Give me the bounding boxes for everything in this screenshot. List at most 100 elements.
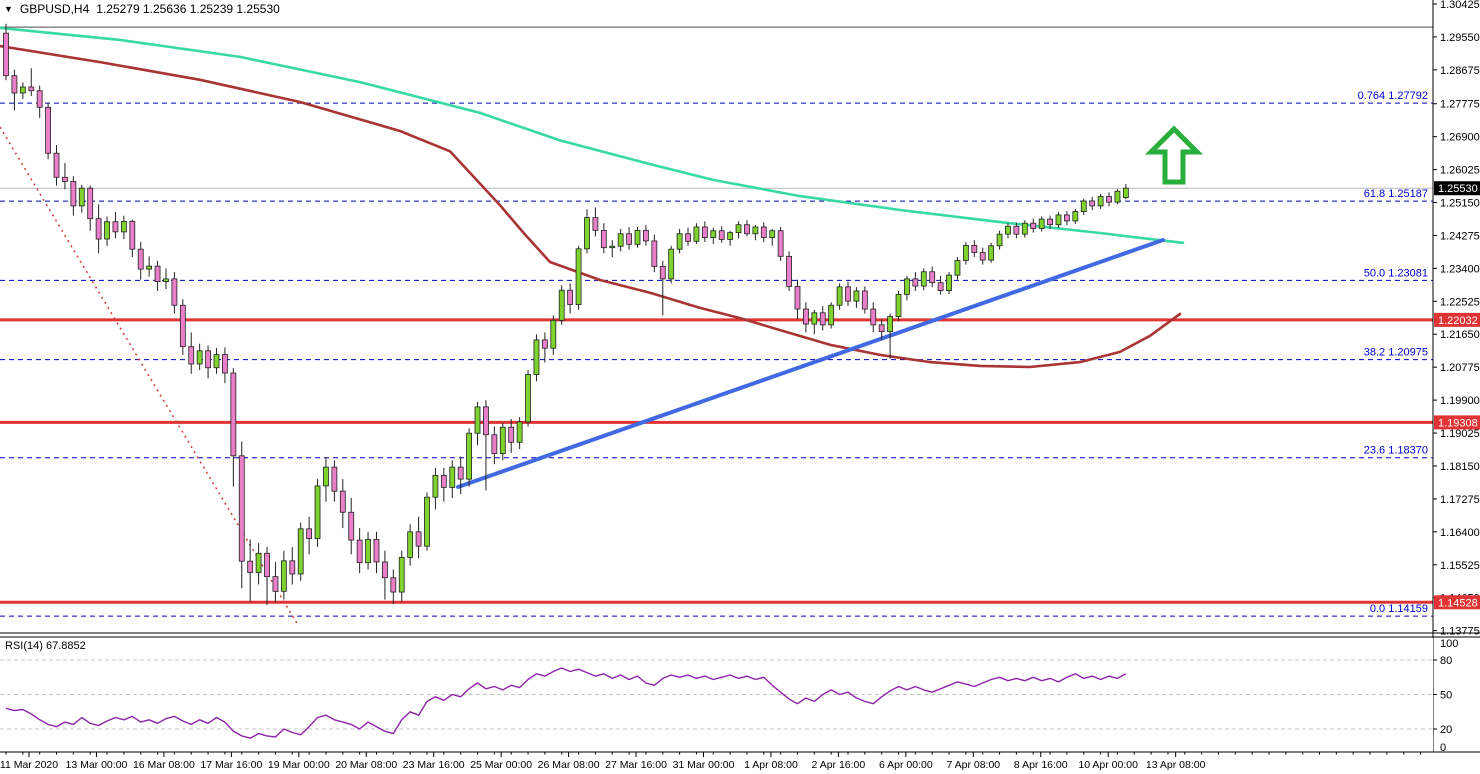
time-tick-label: 2 Apr 16:00	[812, 759, 866, 771]
candle-body	[516, 421, 523, 443]
price-tick-label: 1.20775	[1440, 362, 1480, 374]
candle-body	[676, 233, 683, 250]
candle-body	[1005, 225, 1011, 235]
candle-body	[264, 552, 270, 578]
candle-body	[1064, 214, 1070, 222]
price-tick-label: 1.26900	[1440, 132, 1480, 144]
fib-level-label: 23.6 1.18370	[1364, 445, 1428, 457]
up-arrow-annotation[interactable]	[1144, 125, 1204, 185]
candle-body	[1122, 187, 1129, 199]
candle-body	[466, 432, 473, 480]
price-tick-label: 1.22525	[1440, 296, 1480, 308]
candle-body	[962, 245, 969, 261]
candle-body	[819, 312, 826, 326]
candle-body	[348, 511, 355, 541]
candle-body	[188, 346, 195, 365]
candle-body	[659, 266, 666, 280]
candle-body	[87, 187, 94, 220]
time-tick-label: 6 Apr 00:00	[879, 759, 933, 771]
candle-body	[297, 528, 304, 575]
candle-body	[1038, 218, 1045, 229]
candle-body	[137, 248, 144, 270]
time-axis-hitarea[interactable]	[0, 752, 1480, 774]
candle-body	[904, 278, 910, 295]
time-tick-label: 20 Mar 08:00	[335, 759, 397, 771]
candle-body	[390, 577, 397, 593]
candle-body	[483, 406, 489, 436]
candle-body	[626, 233, 632, 245]
time-tick-label: 19 Mar 00:00	[268, 759, 330, 771]
price-badge-label: 1.19308	[1438, 417, 1478, 429]
candle-body	[1013, 225, 1020, 235]
candle-body	[36, 90, 43, 108]
candle-body	[1047, 218, 1053, 226]
candle-body	[617, 233, 624, 247]
candle-body	[365, 538, 371, 564]
descending-dotted-trendline[interactable]	[0, 126, 299, 626]
candle-body	[95, 218, 102, 240]
time-tick-label: 10 Apr 00:00	[1078, 759, 1138, 771]
ascending-trendline[interactable]	[456, 238, 1165, 490]
candle-body	[407, 531, 414, 558]
fib-level-label: 61.8 1.25187	[1364, 188, 1428, 200]
candle-body	[1080, 200, 1087, 212]
price-tick-label: 1.25150	[1440, 198, 1480, 210]
rsi-line	[5, 667, 1127, 739]
candle-body	[550, 319, 557, 349]
candle-body	[895, 293, 902, 317]
candle-body	[78, 187, 85, 207]
candle-body	[129, 220, 136, 250]
candle-body	[112, 221, 119, 233]
candle-body	[247, 560, 254, 573]
rsi-tick-label: 100	[1440, 638, 1458, 650]
price-tick-label: 1.26025	[1440, 165, 1480, 177]
candle-body	[373, 538, 380, 563]
ohlc-values: 1.25279 1.25636 1.25239 1.25530	[96, 2, 280, 16]
symbol-period-label: GBPUSD,H4	[19, 2, 90, 16]
candle-body	[53, 152, 60, 178]
candle-body	[592, 217, 599, 231]
candle-body	[1114, 190, 1121, 203]
candle-body	[255, 552, 262, 573]
moving-average-fast-line	[0, 26, 1185, 245]
price-axis-hitarea[interactable]	[1433, 0, 1480, 752]
moving-average-slow-line	[0, 44, 1182, 369]
candle-body	[179, 304, 186, 348]
time-tick-label: 31 Mar 00:00	[673, 759, 735, 771]
candle-body	[1072, 211, 1079, 222]
time-tick-label: 8 Apr 16:00	[1014, 759, 1068, 771]
candle-body	[718, 230, 725, 240]
candle-body	[920, 271, 927, 287]
candle-body	[163, 278, 169, 282]
candle-body	[196, 350, 203, 365]
candle-body	[937, 282, 944, 291]
candle-body	[120, 220, 127, 233]
candle-body	[777, 230, 784, 257]
price-tick-label: 1.24275	[1440, 230, 1480, 242]
price-badge-label: 1.25530	[1438, 183, 1478, 195]
time-tick-label: 27 Mar 16:00	[605, 759, 667, 771]
candle-body	[314, 485, 321, 540]
candle-body	[230, 372, 237, 457]
time-tick-label: 23 Mar 16:00	[403, 759, 465, 771]
fib-level-label: 38.2 1.20975	[1364, 347, 1428, 359]
candle-body	[415, 531, 422, 547]
candle-body	[727, 232, 734, 240]
candle-body	[541, 339, 548, 349]
candle-body	[1030, 222, 1037, 229]
candle-body	[845, 286, 851, 302]
symbol-dropdown-icon[interactable]: ▼	[4, 4, 13, 14]
candle-body	[567, 289, 574, 305]
price-badge	[1434, 312, 1480, 327]
price-badge	[1434, 415, 1480, 430]
candle-body	[634, 229, 641, 245]
chart-plot-area[interactable]	[0, 0, 1433, 633]
time-tick-label: 17 Mar 16:00	[200, 759, 262, 771]
candle-body	[222, 354, 228, 374]
candle-body	[912, 278, 919, 287]
candle-body	[424, 496, 430, 547]
price-badge-label: 1.14528	[1438, 597, 1478, 609]
price-tick-label: 1.19025	[1440, 428, 1480, 440]
